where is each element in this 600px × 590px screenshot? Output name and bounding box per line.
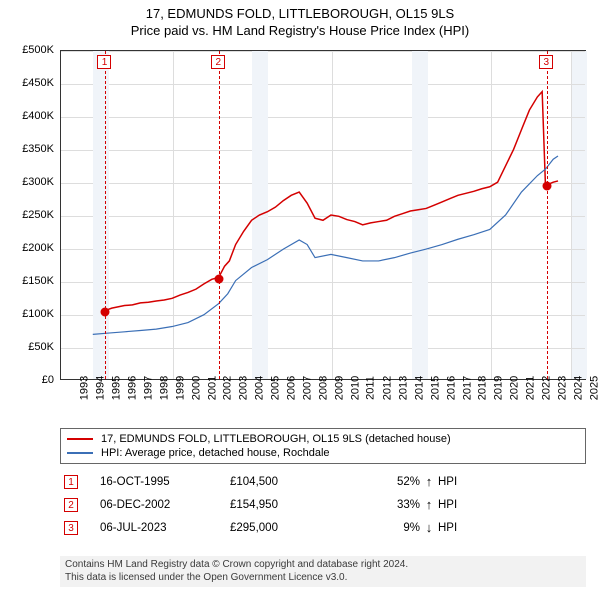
legend-item: HPI: Average price, detached house, Roch… xyxy=(67,446,579,460)
marker-point-1 xyxy=(101,308,110,317)
y-tick-label: £200K xyxy=(22,242,54,254)
transaction-pct: 52% xyxy=(360,476,420,488)
marker-point-2 xyxy=(215,274,224,283)
y-tick-label: £400K xyxy=(22,110,54,122)
transaction-date: 16-OCT-1995 xyxy=(100,476,230,488)
x-tick-label: 1993 xyxy=(78,376,90,400)
transaction-index: 3 xyxy=(64,521,78,535)
x-tick-label: 2024 xyxy=(573,376,585,400)
x-tick-label: 2016 xyxy=(445,376,457,400)
chart-lines-svg xyxy=(61,51,585,379)
footer-line2: This data is licensed under the Open Gov… xyxy=(65,572,581,585)
transactions-table: 116-OCT-1995£104,50052%↑HPI206-DEC-2002£… xyxy=(60,470,586,539)
marker-box-2: 2 xyxy=(211,55,225,69)
x-tick-label: 2010 xyxy=(349,376,361,400)
y-tick-label: £0 xyxy=(42,374,54,386)
transaction-date: 06-JUL-2023 xyxy=(100,522,230,534)
x-tick-label: 1996 xyxy=(126,376,138,400)
y-tick-label: £450K xyxy=(22,77,54,89)
x-tick-label: 1997 xyxy=(142,376,154,400)
marker-line-3 xyxy=(547,51,548,379)
footer-line1: Contains HM Land Registry data © Crown c… xyxy=(65,559,581,572)
y-tick-label: £350K xyxy=(22,143,54,155)
x-tick-label: 1995 xyxy=(110,376,122,400)
x-tick-label: 2007 xyxy=(302,376,314,400)
x-tick-label: 2021 xyxy=(525,376,537,400)
x-tick-label: 2002 xyxy=(222,376,234,400)
x-tick-label: 2005 xyxy=(270,376,282,400)
marker-line-2 xyxy=(219,51,220,379)
y-tick-label: £100K xyxy=(22,308,54,320)
marker-box-1: 1 xyxy=(97,55,111,69)
x-tick-label: 2006 xyxy=(286,376,298,400)
marker-box-3: 3 xyxy=(539,55,553,69)
x-tick-label: 2001 xyxy=(206,376,218,400)
legend-label: 17, EDMUNDS FOLD, LITTLEBOROUGH, OL15 9L… xyxy=(101,433,451,445)
transaction-row: 2 06-DEC-2002£154,95033%↑HPI xyxy=(60,493,586,516)
x-tick-label: 2015 xyxy=(429,376,441,400)
series-hpi xyxy=(93,156,558,334)
series-price_paid xyxy=(105,92,558,311)
transaction-row: 3 06-JUL-2023£295,0009%↓HPI xyxy=(60,516,586,539)
transaction-price: £154,950 xyxy=(230,499,360,511)
x-axis-labels: 1993199419951996199719981999200020012002… xyxy=(60,382,586,422)
x-tick-label: 2012 xyxy=(381,376,393,400)
legend-item: 17, EDMUNDS FOLD, LITTLEBOROUGH, OL15 9L… xyxy=(67,432,579,446)
x-tick-label: 2017 xyxy=(461,376,473,400)
transaction-suffix: HPI xyxy=(438,476,457,488)
legend: 17, EDMUNDS FOLD, LITTLEBOROUGH, OL15 9L… xyxy=(60,428,586,464)
chart-title-sub: Price paid vs. HM Land Registry's House … xyxy=(0,23,600,38)
arrow-down-icon: ↓ xyxy=(420,520,438,535)
transaction-price: £104,500 xyxy=(230,476,360,488)
transaction-index: 2 xyxy=(64,498,78,512)
transaction-price: £295,000 xyxy=(230,522,360,534)
y-tick-label: £250K xyxy=(22,209,54,221)
x-tick-label: 2019 xyxy=(493,376,505,400)
x-tick-label: 2020 xyxy=(509,376,521,400)
y-tick-label: £150K xyxy=(22,275,54,287)
x-tick-label: 1994 xyxy=(94,376,106,400)
chart-plot-area: 1 2 3 xyxy=(60,50,586,380)
x-tick-label: 2008 xyxy=(318,376,330,400)
y-tick-label: £50K xyxy=(28,341,54,353)
x-tick-label: 2011 xyxy=(365,376,377,400)
x-tick-label: 2003 xyxy=(238,376,250,400)
x-tick-label: 2013 xyxy=(397,376,409,400)
transaction-suffix: HPI xyxy=(438,499,457,511)
x-tick-label: 2004 xyxy=(254,376,266,400)
x-tick-label: 1998 xyxy=(158,376,170,400)
x-tick-label: 2000 xyxy=(190,376,202,400)
transaction-pct: 33% xyxy=(360,499,420,511)
chart-title-main: 17, EDMUNDS FOLD, LITTLEBOROUGH, OL15 9L… xyxy=(0,6,600,21)
y-tick-label: £300K xyxy=(22,176,54,188)
transaction-suffix: HPI xyxy=(438,522,457,534)
transaction-pct: 9% xyxy=(360,522,420,534)
x-tick-label: 2018 xyxy=(477,376,489,400)
y-axis-labels: £0£50K£100K£150K£200K£250K£300K£350K£400… xyxy=(0,50,58,380)
x-tick-label: 2009 xyxy=(334,376,346,400)
legend-label: HPI: Average price, detached house, Roch… xyxy=(101,447,330,459)
legend-swatch xyxy=(67,438,93,440)
legend-swatch xyxy=(67,452,93,454)
x-tick-label: 1999 xyxy=(174,376,186,400)
x-tick-label: 2025 xyxy=(589,376,600,400)
marker-line-1 xyxy=(105,51,106,379)
transaction-date: 06-DEC-2002 xyxy=(100,499,230,511)
arrow-up-icon: ↑ xyxy=(420,497,438,512)
footer-attribution: Contains HM Land Registry data © Crown c… xyxy=(60,556,586,587)
x-tick-label: 2022 xyxy=(541,376,553,400)
marker-point-3 xyxy=(543,182,552,191)
x-tick-label: 2023 xyxy=(557,376,569,400)
arrow-up-icon: ↑ xyxy=(420,474,438,489)
y-tick-label: £500K xyxy=(22,44,54,56)
transaction-row: 1 16-OCT-1995£104,50052%↑HPI xyxy=(60,470,586,493)
x-tick-label: 2014 xyxy=(413,376,425,400)
transaction-index: 1 xyxy=(64,475,78,489)
